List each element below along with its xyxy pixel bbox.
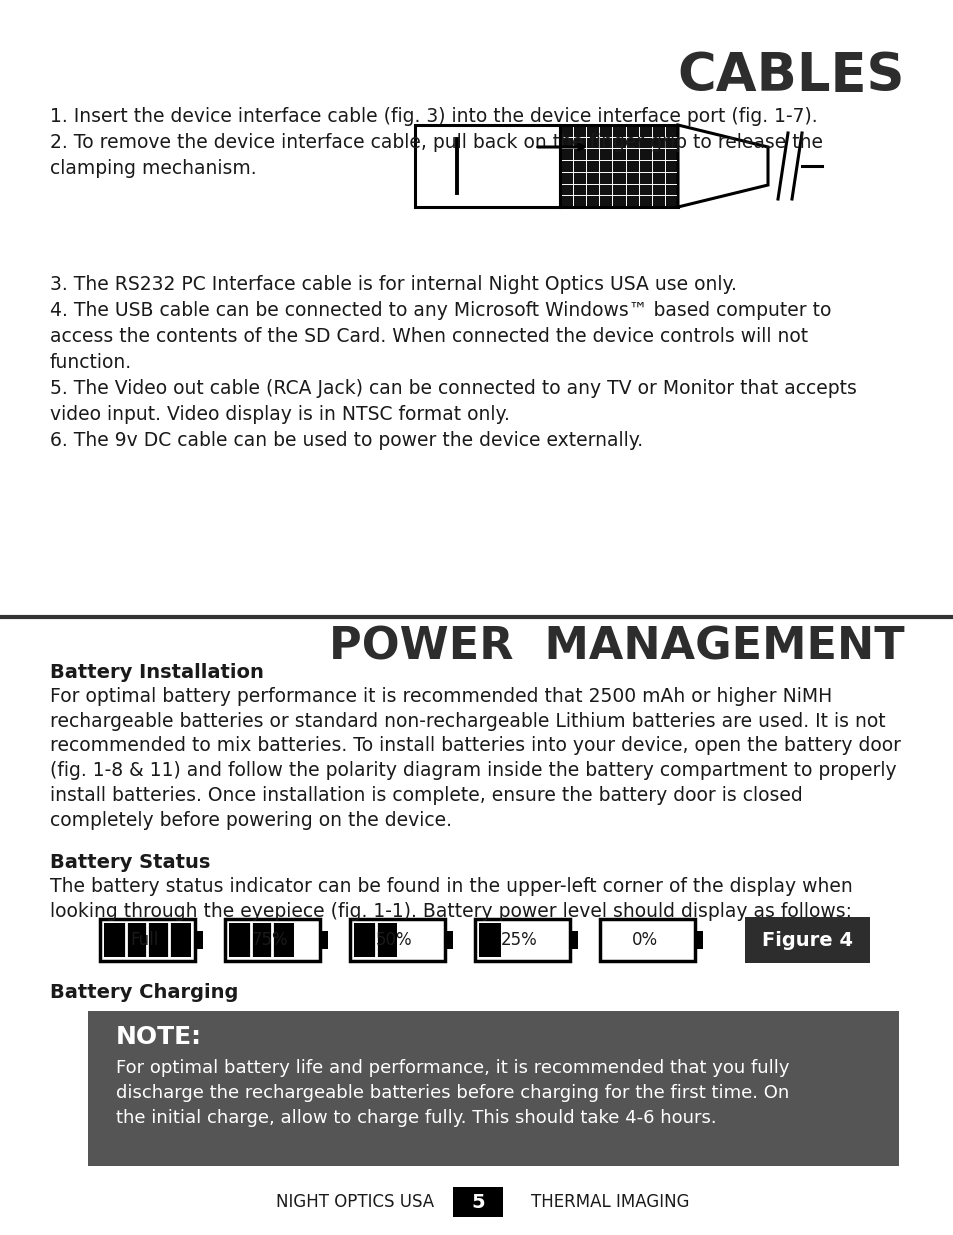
Text: video input. Video display is in NTSC format only.: video input. Video display is in NTSC fo… [50,405,509,424]
Bar [569,931,578,950]
Text: 2. To remove the device interface cable, pull back on the finger grip to release: 2. To remove the device interface cable,… [50,133,822,152]
Bar [104,923,191,957]
Text: Battery Installation: Battery Installation [50,663,264,682]
Bar [350,919,444,961]
Bar [225,919,319,961]
Text: Figure 4: Figure 4 [761,930,852,950]
Bar [354,923,397,957]
Bar [415,125,559,207]
Text: 4. The USB cable can be connected to any Microsoft Windows™ based computer to: 4. The USB cable can be connected to any… [50,301,830,320]
Bar [559,125,678,207]
Text: Battery Charging: Battery Charging [50,983,238,1002]
Text: CABLES: CABLES [677,49,904,103]
Bar [744,918,869,963]
Bar [475,919,569,961]
Bar [88,1011,898,1166]
Text: 5. The Video out cable (RCA Jack) can be connected to any TV or Monitor that acc: 5. The Video out cable (RCA Jack) can be… [50,379,856,398]
Text: For optimal battery life and performance, it is recommended that you fully
disch: For optimal battery life and performance… [116,1058,789,1128]
Bar [478,923,500,957]
Text: Full: Full [131,931,158,948]
Bar [453,1187,502,1216]
Bar [100,919,194,961]
Bar [194,931,203,950]
Text: 50%: 50% [375,931,413,948]
Text: 25%: 25% [500,931,537,948]
Text: Battery Status: Battery Status [50,853,211,872]
Bar [444,931,453,950]
Text: 1. Insert the device interface cable (fig. 3) into the device interface port (fi: 1. Insert the device interface cable (fi… [50,107,817,126]
Text: NIGHT OPTICS USA: NIGHT OPTICS USA [275,1193,434,1212]
Text: 6. The 9v DC cable can be used to power the device externally.: 6. The 9v DC cable can be used to power … [50,431,642,450]
Text: POWER  MANAGEMENT: POWER MANAGEMENT [329,625,904,668]
Text: 5: 5 [471,1193,484,1212]
Text: 75%: 75% [251,931,288,948]
Bar [695,931,702,950]
Text: 3. The RS232 PC Interface cable is for internal Night Optics USA use only.: 3. The RS232 PC Interface cable is for i… [50,275,736,294]
Text: access the contents of the SD Card. When connected the device controls will not: access the contents of the SD Card. When… [50,327,807,346]
Bar [599,919,695,961]
Text: THERMAL IMAGING: THERMAL IMAGING [530,1193,688,1212]
Bar [229,923,294,957]
Text: 0%: 0% [631,931,657,948]
Text: function.: function. [50,353,132,372]
Text: For optimal battery performance it is recommended that 2500 mAh or higher NiMH
r: For optimal battery performance it is re… [50,687,900,830]
Text: NOTE:: NOTE: [116,1025,202,1049]
Bar [319,931,328,950]
Text: clamping mechanism.: clamping mechanism. [50,159,256,178]
Polygon shape [678,125,767,207]
Text: The battery status indicator can be found in the upper-left corner of the displa: The battery status indicator can be foun… [50,877,852,921]
